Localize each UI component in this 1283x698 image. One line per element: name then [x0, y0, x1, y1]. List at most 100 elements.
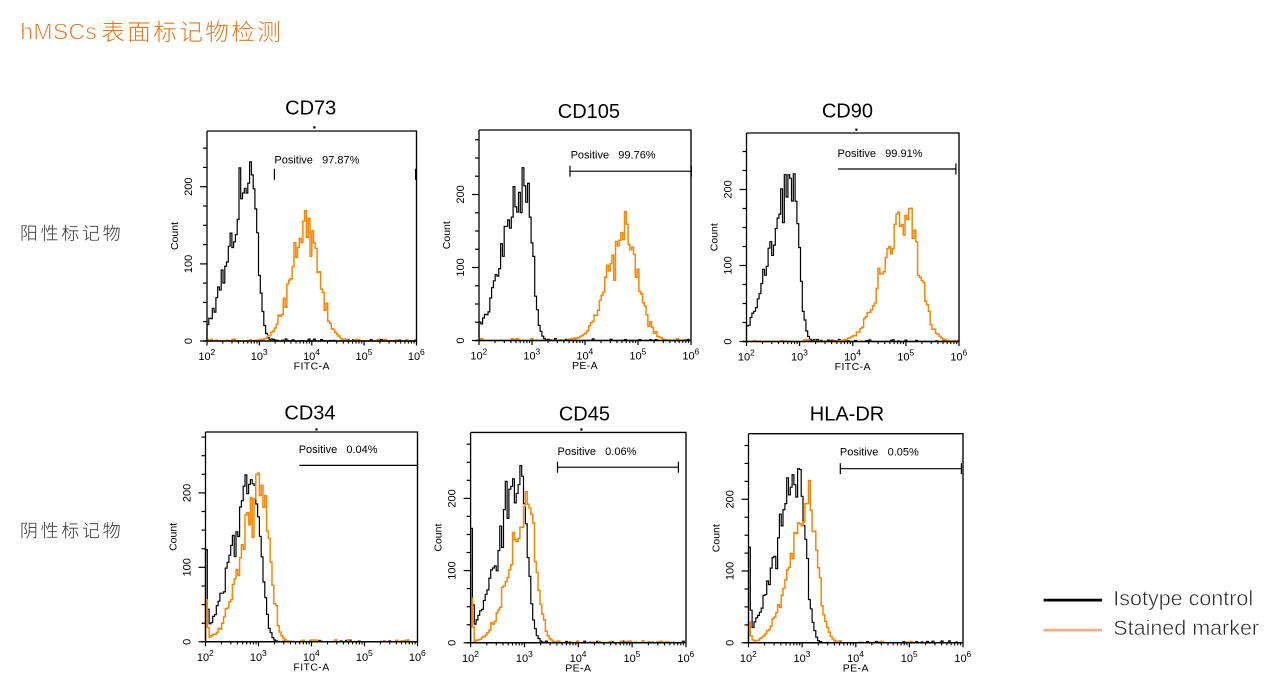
- svg-text:100: 100: [455, 258, 467, 276]
- svg-text:FITC-A: FITC-A: [294, 361, 330, 373]
- svg-text:10: 10: [954, 653, 966, 665]
- svg-text:3: 3: [536, 347, 541, 357]
- svg-text:3: 3: [263, 347, 268, 357]
- svg-text:HLA-DR: HLA-DR: [810, 404, 884, 426]
- svg-text:2: 2: [209, 648, 214, 658]
- svg-text:3: 3: [806, 649, 811, 659]
- svg-text:FITC-A: FITC-A: [293, 661, 329, 673]
- svg-text:CD90: CD90: [822, 101, 873, 123]
- svg-text:Positive 97.87%: Positive 97.87%: [274, 155, 359, 167]
- svg-text:Positive 0.06%: Positive 0.06%: [558, 446, 637, 458]
- svg-text:10: 10: [523, 351, 535, 363]
- svg-text:2: 2: [750, 348, 755, 358]
- svg-text:Count: Count: [433, 524, 445, 552]
- svg-text:10: 10: [516, 653, 528, 665]
- svg-text:200: 200: [723, 180, 735, 198]
- svg-text:10: 10: [844, 352, 856, 364]
- svg-text:10: 10: [793, 653, 805, 665]
- svg-text:hMSCs: hMSCs: [20, 19, 97, 45]
- svg-text:10: 10: [901, 653, 913, 665]
- svg-text:2: 2: [752, 649, 757, 659]
- svg-text:10: 10: [623, 653, 635, 665]
- svg-text:10: 10: [570, 653, 582, 665]
- svg-text:100: 100: [725, 562, 737, 580]
- svg-text:Count: Count: [709, 223, 721, 251]
- svg-text:0: 0: [447, 640, 459, 646]
- svg-text:Count: Count: [169, 222, 181, 250]
- svg-text:0: 0: [183, 338, 195, 344]
- svg-text:10: 10: [677, 653, 689, 665]
- svg-text:10: 10: [303, 652, 315, 664]
- svg-text:10: 10: [791, 352, 803, 364]
- svg-text:10: 10: [740, 653, 752, 665]
- svg-text:200: 200: [455, 185, 467, 203]
- svg-text:4: 4: [315, 648, 320, 658]
- svg-text:Positive 99.91%: Positive 99.91%: [838, 148, 923, 160]
- svg-text:6: 6: [963, 348, 968, 358]
- svg-text:10: 10: [356, 652, 368, 664]
- svg-text:100: 100: [183, 255, 195, 273]
- svg-text:200: 200: [725, 490, 737, 508]
- svg-text:Isotype control: Isotype control: [1113, 586, 1253, 610]
- svg-text:CD105: CD105: [558, 101, 620, 123]
- svg-text:2: 2: [474, 649, 479, 659]
- svg-text:10: 10: [470, 351, 482, 363]
- svg-text:3: 3: [803, 348, 808, 358]
- svg-text:Positive 99.76%: Positive 99.76%: [571, 150, 656, 162]
- svg-text:PE-A: PE-A: [565, 662, 591, 674]
- svg-text:4: 4: [582, 649, 587, 659]
- svg-text:Count: Count: [711, 524, 723, 552]
- svg-text:CD73: CD73: [285, 98, 336, 120]
- svg-text:5: 5: [909, 348, 914, 358]
- svg-text:10: 10: [409, 652, 421, 664]
- svg-text:200: 200: [182, 484, 194, 502]
- svg-text:10: 10: [355, 351, 367, 363]
- svg-text:10: 10: [303, 351, 315, 363]
- svg-text:4: 4: [589, 347, 594, 357]
- svg-text:5: 5: [913, 649, 918, 659]
- svg-text:10: 10: [462, 653, 474, 665]
- svg-text:PE-A: PE-A: [572, 360, 598, 372]
- svg-text:Count: Count: [441, 221, 453, 249]
- svg-text:10: 10: [251, 351, 263, 363]
- svg-text:10: 10: [629, 351, 641, 363]
- svg-text:0: 0: [723, 338, 735, 344]
- svg-text:5: 5: [368, 347, 373, 357]
- svg-text:CD45: CD45: [559, 404, 610, 426]
- svg-text:10: 10: [950, 352, 962, 364]
- svg-text:5: 5: [636, 649, 641, 659]
- svg-text:10: 10: [682, 351, 694, 363]
- svg-text:2: 2: [483, 347, 488, 357]
- svg-text:100: 100: [447, 561, 459, 579]
- svg-text:10: 10: [250, 652, 262, 664]
- svg-text:10: 10: [897, 352, 909, 364]
- svg-text:Count: Count: [168, 523, 180, 551]
- svg-text:CD34: CD34: [284, 403, 335, 425]
- svg-text:10: 10: [197, 652, 209, 664]
- svg-text:4: 4: [859, 649, 864, 659]
- svg-text:4: 4: [315, 347, 320, 357]
- svg-text:6: 6: [421, 648, 426, 658]
- svg-text:Stained marker: Stained marker: [1113, 616, 1259, 640]
- svg-text:4: 4: [856, 348, 861, 358]
- svg-text:6: 6: [420, 347, 425, 357]
- svg-text:2: 2: [211, 347, 216, 357]
- svg-text:PE-A: PE-A: [843, 662, 869, 674]
- svg-text:0: 0: [725, 640, 737, 646]
- svg-text:5: 5: [642, 347, 647, 357]
- svg-text:100: 100: [182, 558, 194, 576]
- svg-text:10: 10: [847, 653, 859, 665]
- svg-text:0: 0: [455, 337, 467, 343]
- svg-text:10: 10: [198, 351, 210, 363]
- svg-text:3: 3: [528, 649, 533, 659]
- svg-text:Positive 0.04%: Positive 0.04%: [299, 444, 378, 456]
- svg-text:Positive 0.05%: Positive 0.05%: [840, 447, 919, 459]
- svg-text:0: 0: [182, 639, 194, 645]
- svg-text:10: 10: [408, 351, 420, 363]
- svg-text:10: 10: [576, 351, 588, 363]
- svg-text:100: 100: [723, 256, 735, 274]
- svg-text:10: 10: [738, 352, 750, 364]
- svg-text:5: 5: [368, 648, 373, 658]
- svg-text:200: 200: [183, 178, 195, 196]
- svg-text:3: 3: [262, 648, 267, 658]
